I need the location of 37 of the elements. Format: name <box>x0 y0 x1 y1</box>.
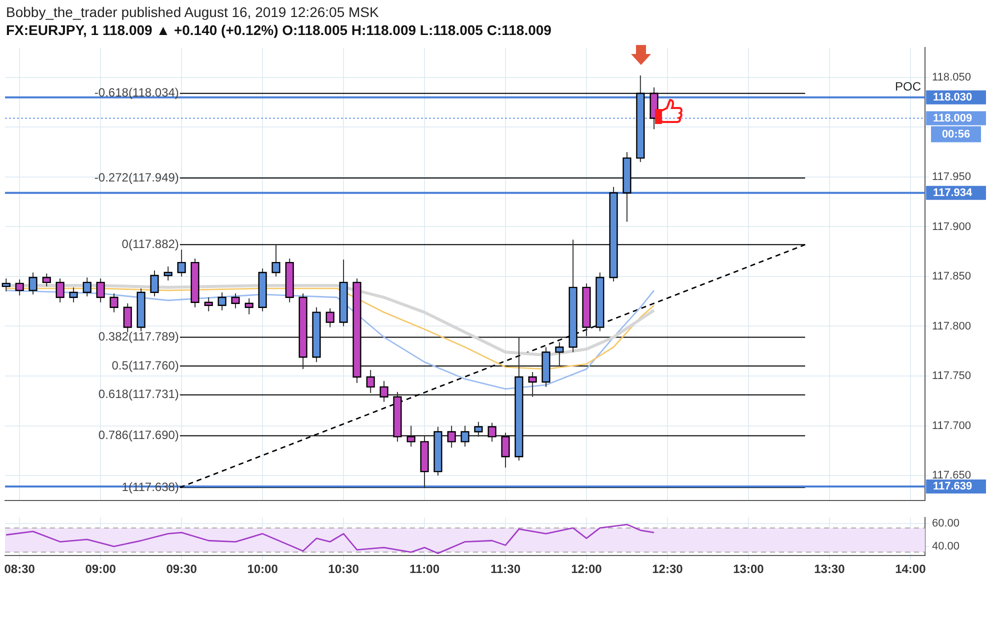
y-tick-label: 117.700 <box>932 420 971 432</box>
y-tick-label: 117.650 <box>932 470 971 482</box>
x-tick-label: 08:30 <box>4 562 36 576</box>
ref-line-label: -0.618(118.034) <box>94 86 179 100</box>
ref-line-label: 0.618(117.731) <box>98 387 179 402</box>
ref-line-label: 118.009 <box>933 112 972 124</box>
ref-line-label: -0.272(117.949) <box>94 170 179 184</box>
ref-line-label: 117.934 <box>933 186 974 199</box>
x-tick-label: 12:30 <box>652 562 684 576</box>
x-tick-label: 11:30 <box>490 562 521 576</box>
chart-title: FX:EURJPY, 1 118.009 ▲ +0.140 (+0.12%) O:118.005 H:118.009 L:118.005 C:118.009 <box>6 22 552 38</box>
x-tick-label: 13:00 <box>733 562 764 576</box>
x-tick-label: 12:00 <box>571 562 602 576</box>
text: 00:56 <box>942 128 970 140</box>
annotation: POC <box>894 80 922 94</box>
y-tick-label: 60.00 <box>932 517 960 530</box>
y-tick-label: 117.800 <box>932 320 971 332</box>
x-tick-label: 10:30 <box>328 562 360 576</box>
x-tick-label: 13:30 <box>814 562 846 576</box>
x-tick-label: 09:30 <box>166 562 198 576</box>
y-tick-label: 40.00 <box>932 540 960 552</box>
y-tick-label: 117.750 <box>932 370 971 382</box>
ref-line-label: 0(117.882) <box>122 236 179 251</box>
ref-line-label: 0.5(117.760) <box>112 358 179 372</box>
ref-line-label: 117.639 <box>933 480 972 492</box>
ref-line-label: 0.786(117.690) <box>98 428 179 442</box>
y-tick-label: 118.050 <box>932 71 971 84</box>
x-tick-label: 14:00 <box>895 562 926 576</box>
ref-line-label: 118.030 <box>933 91 972 104</box>
y-tick-label: 117.950 <box>932 171 971 184</box>
x-tick-label: 09:00 <box>85 562 116 576</box>
ref-line-label: 0.382(117.789) <box>98 330 179 344</box>
chart-subtitle: Bobby_the_trader published August 16, 2019 12:26:05 MSK <box>6 4 379 20</box>
x-tick-label: 11:00 <box>409 562 440 576</box>
y-tick-label: 117.900 <box>932 220 971 233</box>
x-tick-label: 10:00 <box>247 562 278 576</box>
y-tick-label: 117.850 <box>932 270 971 283</box>
